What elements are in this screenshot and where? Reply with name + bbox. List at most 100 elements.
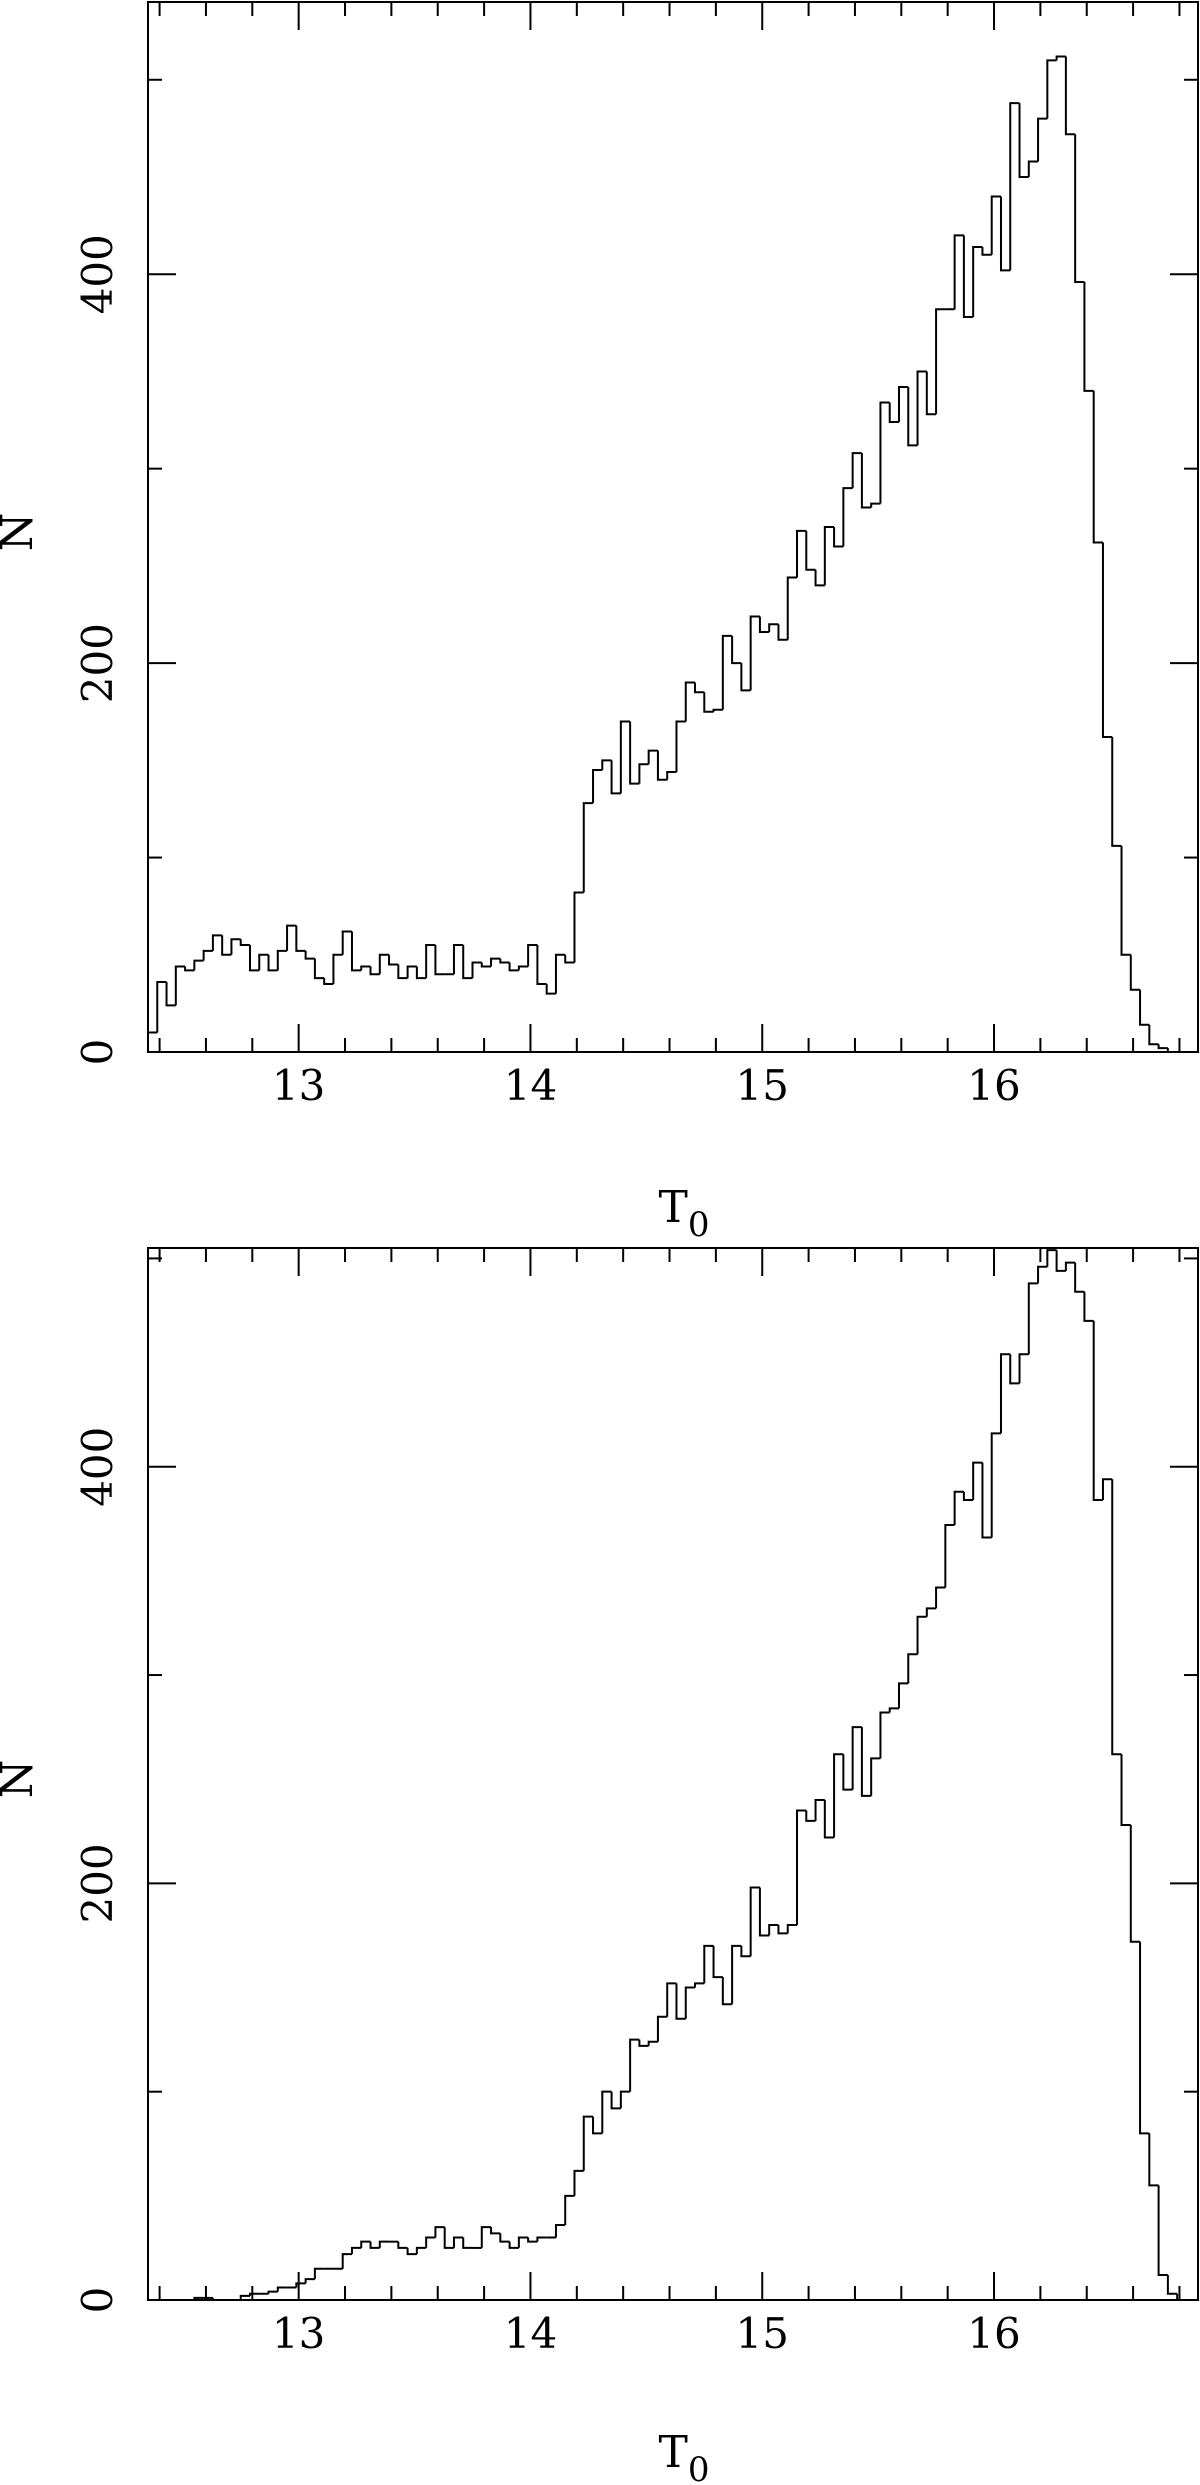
histogram-bin <box>1129 954 1141 991</box>
histogram-bin <box>313 2267 325 2280</box>
histogram-bin <box>295 2282 306 2288</box>
histogram-bin <box>935 308 946 415</box>
x-axis-title: T0 <box>659 1182 710 1245</box>
histogram-bin <box>870 502 881 508</box>
histogram-bin <box>1101 542 1113 738</box>
histogram-panel-top: 131415160200400NT0 <box>0 1 1199 1245</box>
histogram-bin <box>1018 1353 1029 1384</box>
histogram-bin <box>888 1707 899 1713</box>
histogram-bin <box>823 1800 835 1839</box>
histogram-bin <box>879 1711 890 1759</box>
histogram-bin <box>452 2236 464 2248</box>
histogram-bin <box>1018 103 1029 178</box>
histogram-bin <box>777 624 788 641</box>
histogram-bin <box>953 234 964 310</box>
histogram-bin <box>388 954 399 966</box>
histogram-bin <box>712 708 723 712</box>
histogram-bin <box>944 1524 955 1588</box>
histogram-bin <box>647 749 658 765</box>
histogram-bin <box>999 1353 1011 1434</box>
histogram-bin <box>304 2278 315 2284</box>
histogram-bin <box>480 2226 492 2248</box>
histogram-bin <box>276 949 288 971</box>
histogram-bin <box>248 2292 260 2296</box>
histogram-bin <box>684 681 696 722</box>
histogram-bin <box>1009 102 1020 271</box>
histogram-bin <box>462 2237 473 2249</box>
histogram-bin <box>777 1925 788 1935</box>
histogram-bin <box>1074 134 1085 283</box>
histogram-bin <box>1148 2133 1159 2187</box>
histogram-bin <box>796 1809 807 1926</box>
histogram-bin <box>629 2038 640 2092</box>
histogram-bin <box>517 965 529 971</box>
x-axis-title-main: T <box>659 1182 688 1233</box>
histogram-bin <box>350 931 362 972</box>
histogram-bin <box>267 2290 278 2294</box>
histogram-bin <box>1139 989 1150 1026</box>
histogram-bin <box>573 891 584 963</box>
x-tick-label: 13 <box>272 1061 325 1110</box>
x-axis-title: T0 <box>659 2427 710 2485</box>
histogram-bin <box>666 1982 677 2017</box>
histogram-bin <box>184 966 195 972</box>
histogram-bin <box>564 954 575 964</box>
histogram-bin <box>823 526 835 586</box>
histogram-bin <box>814 1799 825 1821</box>
histogram-bin <box>443 2227 454 2249</box>
histogram-bin <box>360 965 371 971</box>
histogram-bin <box>1037 1265 1048 1284</box>
x-tick-label: 16 <box>967 1061 1020 1110</box>
histogram-bin <box>350 2246 362 2255</box>
histogram-bin <box>434 2226 445 2238</box>
histogram-bin <box>740 1945 751 1958</box>
histogram-bin <box>703 692 714 713</box>
histogram-bin <box>286 924 297 951</box>
histogram-bin <box>925 371 937 416</box>
histogram-bin <box>675 720 686 772</box>
histogram-bin <box>397 964 408 980</box>
histogram-bin <box>749 1886 760 1957</box>
histogram-bin <box>211 934 223 951</box>
histogram-bin <box>1129 1825 1141 1943</box>
histogram-bin <box>860 453 872 509</box>
histogram-bin <box>434 945 445 976</box>
x-axis-title-subscript: 0 <box>688 1205 710 1245</box>
histogram-bin <box>740 663 751 692</box>
histogram-bin <box>721 634 733 710</box>
histogram-bin <box>545 983 556 995</box>
y-axis-title: N <box>0 513 43 552</box>
histogram-bin <box>1027 1282 1039 1355</box>
histogram-bin <box>360 2240 371 2248</box>
histogram-bin <box>527 2237 538 2243</box>
histogram-bin <box>480 962 492 968</box>
histogram-bin <box>962 235 974 318</box>
histogram-bin <box>1037 117 1048 162</box>
histogram-bin <box>1139 1941 1150 2135</box>
histogram-bin <box>341 2253 352 2269</box>
histogram-bin <box>629 721 640 785</box>
histogram-bin <box>369 2241 380 2249</box>
histogram-bin <box>805 1810 816 1822</box>
histogram-bin <box>675 1983 686 2020</box>
histogram-bin <box>981 1462 992 1539</box>
histogram-series <box>148 1249 1198 2301</box>
histogram-bin <box>221 935 232 956</box>
histogram-bin <box>267 954 278 972</box>
histogram-bin <box>490 957 501 967</box>
plot-frame <box>147 1247 1199 2301</box>
histogram-bin <box>527 944 538 967</box>
histogram-bin <box>582 802 594 893</box>
histogram-bin <box>582 2115 594 2171</box>
x-tick-label: 15 <box>736 2309 789 2358</box>
histogram-bin <box>378 2240 390 2248</box>
histogram-bin <box>972 1461 983 1501</box>
histogram-bin <box>870 1757 881 1796</box>
histogram-bin <box>1009 1354 1020 1385</box>
histogram-bin <box>897 1682 909 1709</box>
histogram-bin <box>1083 282 1094 392</box>
histogram-bin <box>147 1031 158 1052</box>
x-axis-title-main: T <box>659 2427 688 2478</box>
histogram-bin <box>554 953 566 994</box>
